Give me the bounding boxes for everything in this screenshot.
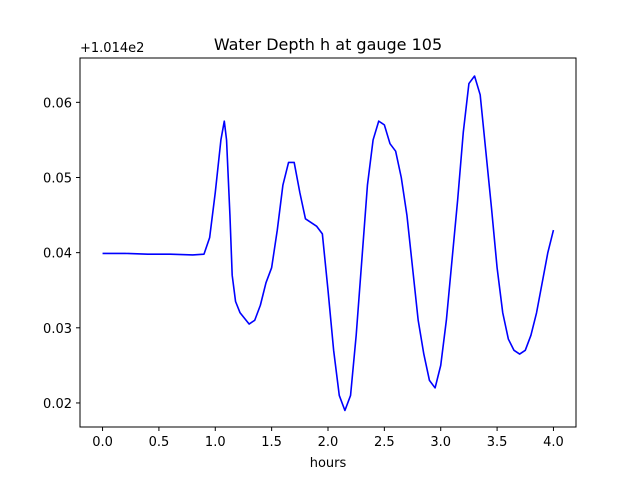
y-tick-label: 0.02 bbox=[43, 397, 72, 412]
x-tick-label: 1.5 bbox=[261, 435, 282, 450]
x-tick-label: 0.5 bbox=[149, 435, 170, 450]
x-tick-label: 3.5 bbox=[487, 435, 508, 450]
x-tick-label: 1.0 bbox=[205, 435, 226, 450]
x-tick-label: 2.0 bbox=[318, 435, 339, 450]
x-tick-label: 0.0 bbox=[92, 435, 113, 450]
series-line-0 bbox=[102, 75, 555, 412]
y-tick-label: 0.06 bbox=[43, 96, 72, 111]
x-axis-label: hours bbox=[310, 456, 347, 471]
x-tick-label: 2.5 bbox=[374, 435, 395, 450]
y-tick-label: 0.05 bbox=[43, 171, 72, 186]
x-tick-label: 3.0 bbox=[430, 435, 451, 450]
y-tick-label: 0.03 bbox=[43, 322, 72, 337]
plot-area: 0.0 0.5 1.0 1.5 2.0 2.5 3.0 3.5 4.0 0.02 0.03 0.04 0… bbox=[43, 57, 577, 450]
y-offset-label: +1.014e2 bbox=[80, 41, 144, 56]
x-tick-label: 4.0 bbox=[543, 435, 564, 450]
y-tick-label: 0.04 bbox=[43, 247, 72, 262]
chart-title: Water Depth h at gauge 105 bbox=[214, 35, 442, 54]
